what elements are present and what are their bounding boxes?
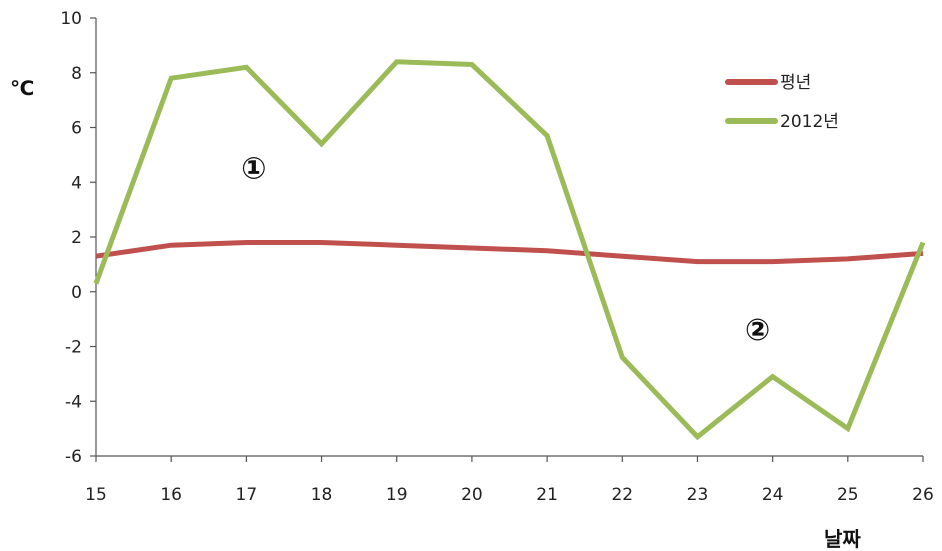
legend-label-avg: 평년 — [780, 73, 811, 93]
legend-label-2012: 2012년 — [780, 112, 839, 132]
x-tick-label: 25 — [837, 485, 859, 505]
annotation-marker-1: ① — [241, 152, 266, 187]
x-tick-label: 21 — [536, 485, 558, 505]
legend: 평년 2012년 — [725, 73, 839, 132]
y-tick-label: -4 — [65, 392, 82, 412]
y-tick-label: 0 — [71, 283, 82, 303]
y-tick-label: 2 — [71, 228, 82, 248]
y-tick-label: -6 — [65, 447, 82, 467]
x-tick-label: 17 — [236, 485, 258, 505]
series-line-avg — [95, 240, 924, 265]
y-axis-unit-label: ℃ — [10, 76, 34, 100]
series-line-2012 — [93, 59, 926, 441]
y-tick-label: -2 — [65, 338, 82, 358]
x-axis-label: 날짜 — [824, 527, 861, 551]
x-tick-label: 20 — [461, 485, 483, 505]
y-tick-label: 10 — [60, 9, 82, 29]
x-tick-label: 19 — [386, 485, 408, 505]
y-tick-label: 8 — [71, 64, 82, 84]
annotation-marker-2: ② — [745, 313, 770, 348]
x-tick-label: 23 — [687, 485, 709, 505]
x-tick-label: 15 — [85, 485, 107, 505]
series-lines — [93, 59, 926, 441]
x-tick-label: 24 — [762, 485, 784, 505]
y-tick-label: 6 — [71, 119, 82, 139]
x-tick-label: 22 — [611, 485, 633, 505]
y-tick-label: 4 — [71, 173, 82, 193]
x-tick-label: 18 — [311, 485, 333, 505]
x-tick-label: 16 — [160, 485, 182, 505]
x-tick-label: 26 — [912, 485, 934, 505]
